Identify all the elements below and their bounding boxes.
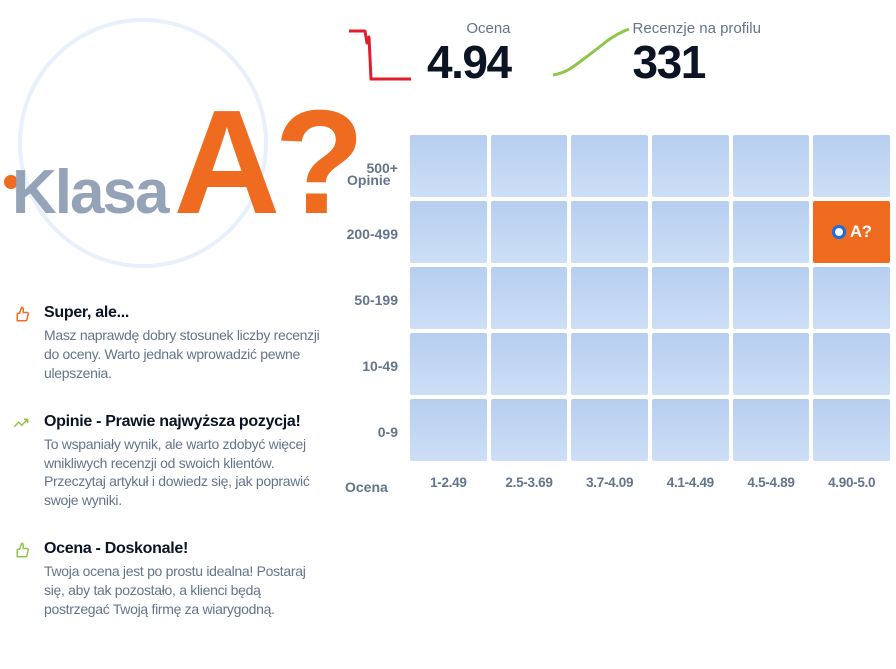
grid-cell (491, 201, 568, 263)
grid-cell (652, 201, 729, 263)
x-label: 2.5-3.69 (491, 475, 568, 490)
sparkline-recenzje (551, 23, 621, 83)
klasa-grade: A? (173, 100, 358, 226)
thumb-up-icon (12, 541, 30, 619)
grid-cell (733, 333, 810, 395)
grid-cell (733, 267, 810, 329)
grid-cell (813, 399, 890, 461)
tip-title: Ocena - Doskonale! (44, 540, 325, 558)
grid-cell (571, 399, 648, 461)
grid-cell (410, 399, 487, 461)
grid-cell (813, 267, 890, 329)
left-column: Klasa A? Super, ale... Masz naprawdę dob… (0, 20, 345, 649)
x-label: 4.1-4.49 (652, 475, 729, 490)
grid-cell (571, 267, 648, 329)
stat-label: Recenzje na profilu (633, 20, 761, 37)
tip-text: To wspaniały wynik, ale warto zdobyć wię… (44, 435, 325, 511)
grid-cell (410, 135, 487, 197)
trend-up-icon (12, 414, 30, 511)
tips-list: Super, ale... Masz naprawdę dobry stosun… (12, 304, 345, 619)
right-column: Ocena 4.94 Recenzje na profilu 331 500+ (345, 20, 896, 649)
grid-cell (733, 399, 810, 461)
grid-cell (571, 201, 648, 263)
x-label: 4.5-4.89 (733, 475, 810, 490)
class-heading: Klasa A? (12, 100, 345, 228)
grid-cell (652, 135, 729, 197)
grid-cells-area: A? 1-2.49 2.5-3.69 3.7-4.09 4.1-4.49 4.5… (410, 135, 890, 495)
tip-item: Ocena - Doskonale! Twoja ocena jest po p… (12, 540, 325, 619)
grid-cell (652, 267, 729, 329)
tip-text: Twoja ocena jest po prostu idealna! Post… (44, 562, 325, 619)
stat-ocena: Ocena 4.94 (345, 20, 511, 85)
y-label: 0-9 (345, 399, 398, 465)
grid-cell (733, 201, 810, 263)
stat-label: Ocena (427, 20, 511, 37)
grid-cell (571, 333, 648, 395)
y-label: 50-199 (345, 267, 398, 333)
x-label: 4.90-5.0 (813, 475, 890, 490)
sparkline-ocena (345, 23, 415, 83)
rating-grid: 500+ 200-499 50-199 10-49 0-9 Ocena A? 1… (345, 135, 890, 495)
tip-title: Opinie - Prawie najwyższa pozycja! (44, 413, 325, 431)
grid-cell (571, 135, 648, 197)
grid-cell (410, 333, 487, 395)
grid-cell (813, 135, 890, 197)
stat-value: 331 (633, 39, 761, 85)
grid-cell (410, 267, 487, 329)
grid-cell (491, 135, 568, 197)
klasa-label: Klasa (12, 157, 167, 228)
main-container: Klasa A? Super, ale... Masz naprawdę dob… (0, 0, 896, 649)
grid-cell (410, 201, 487, 263)
grid-cell (733, 135, 810, 197)
stat-recenzje: Recenzje na profilu 331 (551, 20, 761, 85)
x-axis: 1-2.49 2.5-3.69 3.7-4.09 4.1-4.49 4.5-4.… (410, 475, 890, 490)
grid-cell (813, 333, 890, 395)
active-cell-label: A? (850, 222, 872, 242)
stats-row: Ocena 4.94 Recenzje na profilu 331 (345, 20, 890, 85)
x-label: 3.7-4.09 (571, 475, 648, 490)
tip-text: Masz naprawdę dobry stosunek liczby rece… (44, 326, 325, 383)
stat-value: 4.94 (427, 39, 511, 85)
active-marker-dot (832, 225, 846, 239)
grid-cell (491, 399, 568, 461)
grid-cell (491, 333, 568, 395)
y-label: 10-49 (345, 333, 398, 399)
grid-cell (652, 399, 729, 461)
x-axis-title: Ocena (345, 479, 398, 495)
x-label: 1-2.49 (410, 475, 487, 490)
thumb-up-icon (12, 305, 30, 383)
tip-item: Opinie - Prawie najwyższa pozycja! To ws… (12, 413, 325, 511)
tip-item: Super, ale... Masz naprawdę dobry stosun… (12, 304, 325, 383)
tip-title: Super, ale... (44, 304, 325, 322)
grid-cell: A? (813, 201, 890, 263)
grid-cell (491, 267, 568, 329)
grid-cell (652, 333, 729, 395)
